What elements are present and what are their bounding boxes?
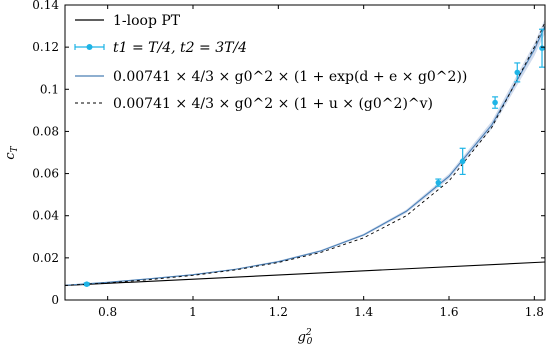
y-tick-label: 0.02 bbox=[32, 251, 59, 265]
x-tick-label: 0.8 bbox=[98, 305, 117, 319]
data-point bbox=[514, 62, 521, 83]
legend-entry-data: t1 = T/4, t2 = 3T/4 bbox=[74, 40, 247, 56]
legend-label-fit-pow: 0.00741 × 4/3 × g0^2 × (1 + u × (g0^2)^v… bbox=[113, 96, 433, 112]
plot-frame bbox=[64, 4, 546, 301]
point-marker bbox=[435, 179, 442, 186]
data-points bbox=[83, 28, 546, 287]
x-tick-label: 1.6 bbox=[439, 305, 458, 319]
y-tick-label: 0.06 bbox=[32, 167, 59, 181]
x-axis-ticks: 0.8 1 1.2 1.4 1.6 1.8 bbox=[98, 5, 544, 319]
legend-label-data: t1 = T/4, t2 = 3T/4 bbox=[113, 40, 247, 56]
x-tick-label: 1.8 bbox=[525, 305, 544, 319]
x-tick-label: 1.4 bbox=[354, 305, 373, 319]
fit-exp-line bbox=[65, 25, 545, 286]
point-marker bbox=[539, 45, 545, 51]
data-point bbox=[492, 96, 499, 109]
legend-entry-fit-pow: 0.00741 × 4/3 × g0^2 × (1 + u × (g0^2)^v… bbox=[75, 96, 433, 112]
x-axis-label: g2 0 bbox=[298, 328, 313, 347]
y-tick-label: 0 bbox=[51, 293, 59, 307]
point-marker bbox=[492, 99, 498, 106]
y-tick-label: 0.08 bbox=[32, 124, 59, 138]
data-point bbox=[83, 281, 90, 287]
legend-label-fit-exp: 0.00741 × 4/3 × g0^2 × (1 + exp(d + e × … bbox=[113, 69, 467, 85]
data-point bbox=[435, 178, 442, 187]
y-tick-label: 0.14 bbox=[32, 0, 59, 12]
legend-entry-fit-exp: 0.00741 × 4/3 × g0^2 × (1 + exp(d + e × … bbox=[75, 69, 467, 85]
legend-swatch-data-marker bbox=[86, 44, 93, 50]
y-axis-ticks: 0 0.02 0.04 0.06 0.08 0.1 0.12 0.14 bbox=[32, 0, 545, 307]
x-tick-label: 1.2 bbox=[269, 305, 288, 319]
legend-label-pt: 1-loop PT bbox=[113, 13, 181, 29]
point-marker bbox=[514, 69, 521, 76]
data-point bbox=[459, 147, 466, 176]
y-tick-label: 0.1 bbox=[40, 82, 59, 96]
point-marker bbox=[83, 281, 90, 287]
point-marker bbox=[459, 158, 466, 165]
y-tick-label: 0.12 bbox=[32, 40, 59, 54]
fit-pow-line bbox=[65, 21, 545, 286]
y-tick-label: 0.04 bbox=[32, 209, 59, 223]
series-lines bbox=[65, 21, 545, 286]
pt-line bbox=[65, 261, 545, 286]
x-tick-label: 1 bbox=[189, 305, 197, 319]
legend-entry-pt: 1-loop PT bbox=[75, 13, 181, 29]
legend: 1-loop PT t1 = T/4, t2 = 3T/4 0.00741 × … bbox=[74, 13, 467, 112]
